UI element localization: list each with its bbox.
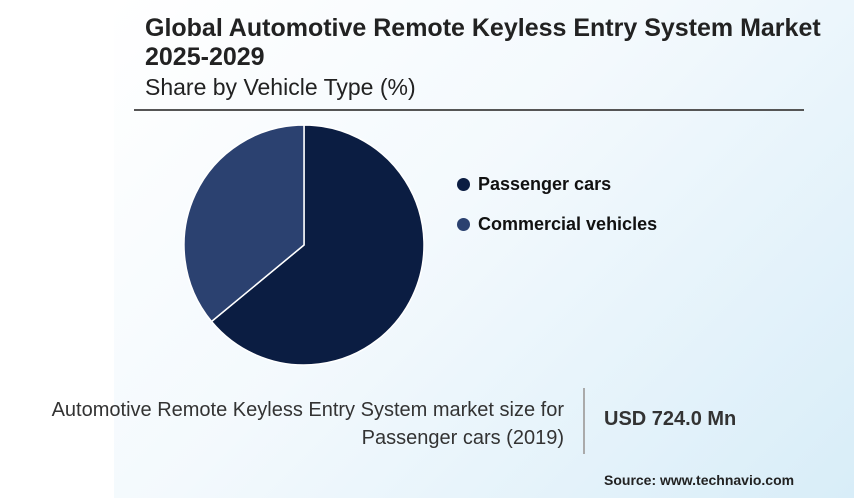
- pie-slice-commercial-vehicles: [183, 124, 305, 323]
- chart-subtitle: Share by Vehicle Type (%): [145, 74, 416, 100]
- pie-slice-passenger-cars: [210, 124, 425, 366]
- title-divider: [134, 109, 804, 111]
- pie-chart: [183, 124, 425, 366]
- market-size-value: USD 724.0 Mn: [604, 408, 737, 430]
- legend-swatch-commercial-vehicles: [457, 217, 470, 231]
- market-size-label-line1: Automotive Remote Keyless Entry System m…: [51, 399, 564, 421]
- legend-swatch-passenger-cars: [457, 177, 470, 191]
- legend-label-passenger-cars: Passenger cars: [478, 173, 612, 194]
- market-size-label-line2: Passenger cars (2019): [361, 427, 564, 449]
- chart-legend: Passenger cars Commercial vehicles: [457, 173, 657, 253]
- chart-title: Global Automotive Remote Keyless Entry S…: [145, 14, 821, 71]
- market-size-label: Automotive Remote Keyless Entry System m…: [52, 396, 564, 452]
- legend-item-commercial-vehicles: Commercial vehicles: [457, 213, 657, 235]
- legend-item-passenger-cars: Passenger cars: [457, 173, 657, 195]
- market-divider: [583, 388, 585, 454]
- legend-label-commercial-vehicles: Commercial vehicles: [478, 213, 658, 234]
- source-credit: Source: www.technavio.com: [604, 472, 795, 488]
